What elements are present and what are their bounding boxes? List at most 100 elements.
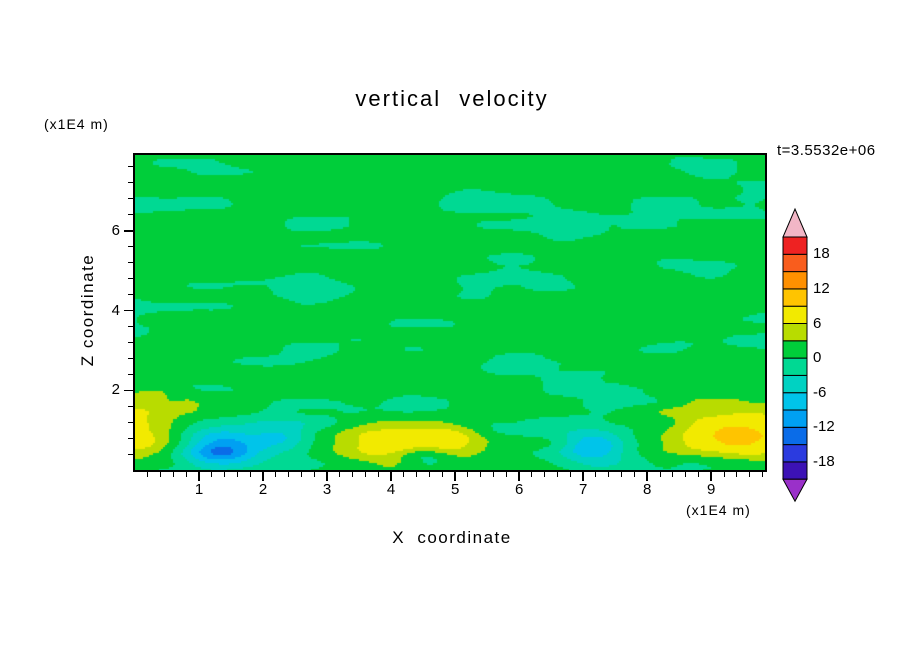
- x-minor-tick: [352, 472, 354, 477]
- y-minor-tick: [128, 294, 133, 296]
- x-minor-tick: [544, 472, 546, 477]
- x-minor-tick: [595, 472, 597, 477]
- x-tick-label: 4: [386, 481, 396, 498]
- colorbar-over-arrow: [782, 207, 808, 238]
- colorbar-under-arrow: [782, 478, 808, 503]
- x-major-tick: [518, 472, 520, 481]
- x-minor-tick: [557, 472, 559, 477]
- y-major-tick: [124, 309, 133, 312]
- x-axis-unit-label: (x1E4 m): [686, 502, 751, 518]
- contour-canvas: [135, 155, 765, 470]
- x-minor-tick: [172, 472, 174, 477]
- x-major-tick: [198, 472, 200, 481]
- x-minor-tick: [429, 472, 430, 477]
- y-minor-tick: [128, 262, 133, 264]
- y-minor-tick: [128, 325, 133, 327]
- x-minor-tick: [761, 472, 763, 477]
- x-minor-tick: [672, 472, 674, 477]
- y-minor-tick: [128, 214, 133, 216]
- x-tick-label: 6: [514, 481, 524, 498]
- x-minor-tick: [185, 472, 187, 477]
- x-tick-label: 1: [194, 481, 204, 498]
- y-minor-tick: [128, 357, 133, 359]
- x-minor-tick: [416, 472, 418, 477]
- x-minor-tick: [288, 472, 290, 477]
- x-minor-tick: [147, 472, 149, 477]
- x-minor-tick: [659, 472, 661, 477]
- colorbar-segment: [782, 426, 808, 446]
- x-minor-tick: [749, 472, 751, 477]
- colorbar-segment: [782, 374, 808, 394]
- plot-area: [133, 153, 767, 472]
- colorbar-segment: [782, 392, 808, 411]
- y-tick-label: 2: [111, 381, 120, 399]
- x-minor-tick: [493, 472, 495, 477]
- colorbar-segment: [782, 236, 808, 255]
- colorbar-segment: [782, 271, 808, 290]
- x-major-tick: [646, 472, 648, 481]
- chart-title: vertical velocity: [355, 86, 549, 111]
- colorbar-segment: [782, 340, 808, 359]
- colorbar-segment: [782, 409, 808, 428]
- colorbar: [782, 207, 808, 503]
- colorbar-segment: [782, 253, 808, 273]
- y-major-tick: [124, 230, 133, 232]
- x-minor-tick: [633, 472, 635, 477]
- y-minor-tick: [128, 405, 133, 407]
- x-tick-label: 2: [258, 481, 268, 498]
- colorbar-segment: [782, 323, 808, 342]
- y-tick-label: 6: [111, 221, 120, 239]
- x-minor-tick: [300, 472, 302, 477]
- x-tick-label: 8: [643, 481, 652, 498]
- x-major-tick: [262, 472, 264, 481]
- colorbar-tick-label: 0: [813, 349, 822, 367]
- x-minor-tick: [224, 472, 226, 477]
- colorbar-segment: [782, 288, 808, 307]
- x-major-tick: [710, 472, 712, 481]
- x-minor-tick: [685, 472, 687, 477]
- y-minor-tick: [128, 437, 133, 439]
- x-tick-label: 5: [450, 481, 460, 498]
- x-minor-tick: [275, 472, 277, 477]
- x-tick-label: 9: [707, 481, 716, 498]
- x-minor-tick: [249, 472, 251, 477]
- x-minor-tick: [211, 472, 213, 477]
- x-major-tick: [582, 472, 584, 481]
- x-minor-tick: [621, 472, 623, 477]
- x-minor-tick: [441, 472, 443, 477]
- colorbar-tick-label: -6: [813, 383, 827, 401]
- colorbar-tick-label: -12: [813, 418, 835, 436]
- time-annotation: t=3.5532e+06: [777, 142, 876, 159]
- x-minor-tick: [313, 472, 315, 477]
- y-minor-tick: [128, 278, 133, 280]
- x-major-tick: [454, 472, 456, 481]
- x-minor-tick: [160, 472, 162, 477]
- y-major-tick: [124, 389, 133, 391]
- y-minor-tick: [128, 453, 133, 455]
- y-minor-tick: [128, 182, 133, 184]
- y-axis-unit-label: (x1E4 m): [44, 116, 109, 132]
- x-minor-tick: [467, 472, 469, 477]
- x-minor-tick: [531, 472, 533, 477]
- x-tick-label: 7: [578, 481, 588, 498]
- x-axis-title: X coordinate: [392, 528, 512, 547]
- x-tick-label: 3: [322, 481, 332, 498]
- y-minor-tick: [128, 341, 133, 343]
- colorbar-segment: [782, 461, 808, 480]
- colorbar-tick-label: 18: [813, 245, 830, 263]
- y-minor-tick: [128, 373, 133, 375]
- x-major-tick: [326, 472, 328, 481]
- y-minor-tick: [128, 166, 133, 168]
- x-minor-tick: [736, 472, 738, 477]
- x-major-tick: [390, 472, 392, 481]
- colorbar-tick-label: -18: [813, 452, 835, 470]
- colorbar-tick-label: 6: [813, 314, 822, 332]
- x-minor-tick: [505, 472, 507, 477]
- colorbar-segment: [782, 305, 808, 324]
- x-minor-tick: [236, 472, 238, 477]
- x-minor-tick: [364, 472, 366, 477]
- y-minor-tick: [128, 198, 133, 200]
- y-minor-tick: [128, 246, 133, 248]
- x-minor-tick: [339, 472, 341, 477]
- x-minor-tick: [403, 472, 405, 477]
